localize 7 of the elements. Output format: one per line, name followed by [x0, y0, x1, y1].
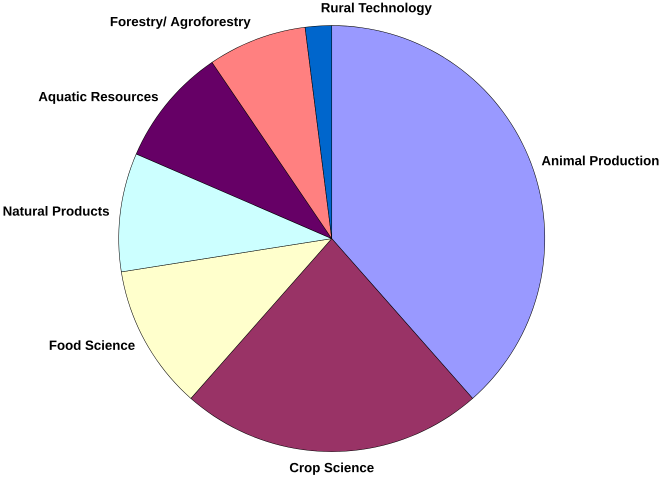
slice-label: Aquatic Resources	[38, 92, 158, 104]
slice-label: Natural Products	[4, 206, 109, 216]
slice-label: Crop Science	[290, 462, 374, 476]
slice-label: Animal Production	[542, 156, 659, 166]
slice-label: Food Science	[50, 340, 135, 350]
slice-label: Forestry/ Agroforestry	[110, 16, 251, 30]
slice-label: Rural Technology	[322, 2, 432, 16]
